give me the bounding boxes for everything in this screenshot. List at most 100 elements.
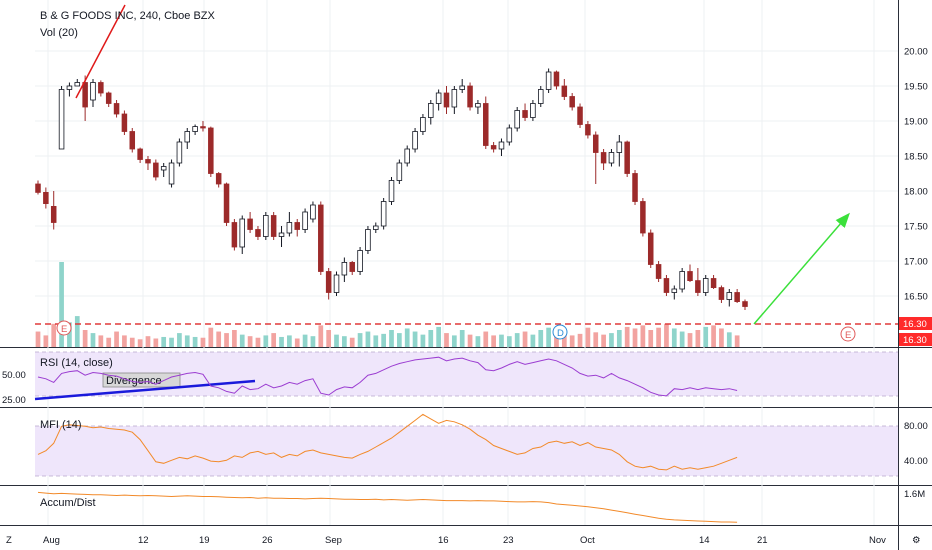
volume-bar — [734, 335, 740, 347]
volume-bar — [506, 336, 512, 347]
volume-bar — [247, 336, 253, 347]
rsi-legend: RSI (14, close) — [40, 357, 113, 369]
volume-bar — [373, 335, 379, 347]
volume-bar — [59, 262, 64, 347]
volume-bar — [129, 337, 135, 347]
candles — [35, 68, 748, 310]
price-tick-label: 19.50 — [904, 82, 928, 93]
volume-bar — [593, 332, 599, 347]
candle-body — [514, 110, 520, 129]
mfi-line — [37, 413, 738, 471]
volume-bar — [632, 328, 638, 347]
candle-body — [113, 103, 120, 115]
zoom-icon[interactable]: Z — [6, 535, 12, 546]
dividend-marker-icon[interactable] — [552, 324, 568, 340]
candle-body — [208, 127, 214, 174]
candle-body — [475, 103, 481, 108]
candle-body — [545, 71, 552, 90]
volume-bar — [208, 327, 214, 347]
candle-body — [192, 126, 198, 132]
candle-body — [420, 117, 426, 132]
volume-bar — [90, 333, 96, 347]
volume-bar — [192, 336, 198, 347]
settings-icon[interactable]: ⚙ — [912, 535, 921, 546]
volume-bar — [389, 330, 394, 347]
volume-bar — [585, 327, 591, 347]
candle-body — [616, 141, 623, 153]
price-tick-label: 18.00 — [904, 187, 928, 198]
divergence-line — [34, 379, 256, 401]
volume-bar — [554, 333, 559, 347]
volume-bar — [679, 331, 685, 347]
time-tick-label: 26 — [262, 535, 273, 546]
candle-body — [388, 180, 395, 202]
candle-body — [632, 173, 638, 202]
candle-body — [239, 218, 246, 248]
candle-body — [718, 287, 725, 300]
volume-bar — [287, 335, 292, 347]
price-tick-label: 19.00 — [904, 117, 928, 128]
candle-body — [742, 301, 748, 307]
candle-body — [43, 191, 49, 204]
earnings-marker-icon-2[interactable] — [840, 326, 856, 342]
candle-body — [640, 201, 646, 234]
candle-body — [278, 232, 285, 237]
mfi-tick-0: 80.00 — [904, 421, 928, 432]
volume-bar — [656, 327, 661, 347]
volume-bar — [412, 331, 418, 347]
candle-body — [255, 229, 261, 237]
time-tick-label: Nov — [869, 535, 886, 546]
candle-body — [726, 292, 733, 300]
candle-body — [451, 89, 458, 108]
volume-bar — [82, 330, 88, 347]
volume-bar — [145, 336, 151, 347]
accum-tick-0: 1.6M — [904, 489, 925, 500]
volume-bar — [310, 336, 316, 347]
candle-body — [168, 162, 175, 185]
candle-body — [349, 261, 355, 272]
price-tick-label: 16.50 — [904, 292, 928, 303]
candle-body — [50, 205, 57, 223]
candle-body — [82, 82, 88, 108]
earnings-marker-icon[interactable] — [56, 320, 72, 336]
volume-bars — [35, 262, 740, 347]
candle-body — [310, 204, 316, 220]
volume-bar — [530, 334, 536, 347]
volume-bar — [177, 333, 182, 347]
volume-bar — [436, 326, 441, 347]
volume-bar — [609, 333, 614, 347]
projection-arrow — [753, 212, 850, 325]
volume-bar — [326, 330, 332, 347]
candle-body — [357, 250, 363, 272]
time-tick-label: 16 — [438, 535, 449, 546]
candle-body — [498, 141, 505, 150]
candle-body — [200, 126, 206, 129]
candle-body — [467, 85, 473, 108]
candle-body — [710, 278, 717, 288]
volume-bar — [302, 334, 308, 347]
accum-line — [37, 491, 738, 523]
volume-bar — [239, 334, 245, 347]
volume-bar — [74, 316, 80, 347]
candle-body — [184, 131, 191, 143]
volume-bar — [404, 328, 410, 347]
volume-bar — [703, 326, 709, 347]
candle-body — [679, 271, 685, 290]
candle-body — [129, 131, 136, 150]
candle-body — [341, 261, 348, 276]
volume-bar — [459, 330, 465, 347]
price-tick-label: 17.50 — [904, 222, 928, 233]
candle-body — [66, 85, 73, 90]
candle-body — [655, 264, 662, 279]
volume-bar — [546, 327, 551, 347]
time-tick-label: 12 — [138, 535, 149, 546]
candle-body — [58, 89, 65, 150]
volume-bar — [475, 336, 481, 347]
volume-bar — [318, 325, 324, 347]
volume-bar — [483, 331, 489, 347]
candle-body — [671, 288, 678, 293]
volume-bar — [294, 338, 300, 347]
price-tag: 16.30 — [903, 319, 927, 330]
volume-bar — [35, 331, 41, 347]
volume-bar — [664, 323, 669, 347]
